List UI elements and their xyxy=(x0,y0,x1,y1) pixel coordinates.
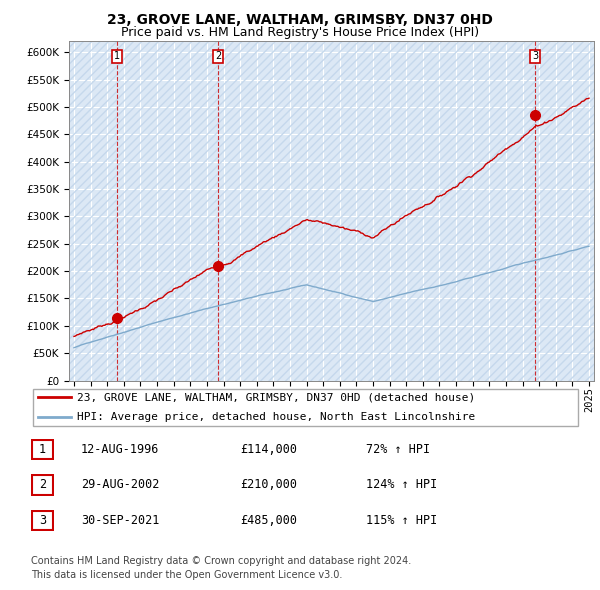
Text: 3: 3 xyxy=(39,514,46,527)
Text: 12-AUG-1996: 12-AUG-1996 xyxy=(81,443,160,456)
Text: £114,000: £114,000 xyxy=(240,443,297,456)
Text: 23, GROVE LANE, WALTHAM, GRIMSBY, DN37 0HD: 23, GROVE LANE, WALTHAM, GRIMSBY, DN37 0… xyxy=(107,13,493,27)
Text: 2: 2 xyxy=(39,478,46,491)
FancyBboxPatch shape xyxy=(32,440,53,459)
Text: 2: 2 xyxy=(215,51,221,61)
Text: 3: 3 xyxy=(532,51,538,61)
Text: This data is licensed under the Open Government Licence v3.0.: This data is licensed under the Open Gov… xyxy=(31,570,343,580)
Text: Contains HM Land Registry data © Crown copyright and database right 2024.: Contains HM Land Registry data © Crown c… xyxy=(31,556,412,566)
Text: £485,000: £485,000 xyxy=(240,514,297,527)
FancyBboxPatch shape xyxy=(32,511,53,530)
Text: Price paid vs. HM Land Registry's House Price Index (HPI): Price paid vs. HM Land Registry's House … xyxy=(121,26,479,39)
Text: £210,000: £210,000 xyxy=(240,478,297,491)
Text: 30-SEP-2021: 30-SEP-2021 xyxy=(81,514,160,527)
Text: 1: 1 xyxy=(39,443,46,456)
Text: 115% ↑ HPI: 115% ↑ HPI xyxy=(366,514,437,527)
Text: 72% ↑ HPI: 72% ↑ HPI xyxy=(366,443,430,456)
Text: 29-AUG-2002: 29-AUG-2002 xyxy=(81,478,160,491)
Text: 124% ↑ HPI: 124% ↑ HPI xyxy=(366,478,437,491)
FancyBboxPatch shape xyxy=(33,389,578,426)
Text: 1: 1 xyxy=(115,51,121,61)
Text: 23, GROVE LANE, WALTHAM, GRIMSBY, DN37 0HD (detached house): 23, GROVE LANE, WALTHAM, GRIMSBY, DN37 0… xyxy=(77,392,475,402)
Text: HPI: Average price, detached house, North East Lincolnshire: HPI: Average price, detached house, Nort… xyxy=(77,412,475,422)
FancyBboxPatch shape xyxy=(32,476,53,494)
